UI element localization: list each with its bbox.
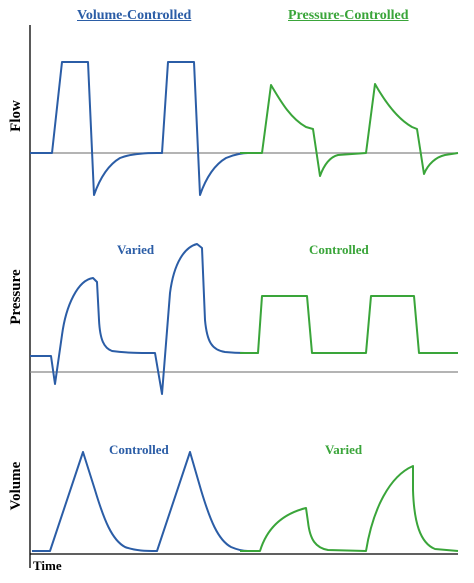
- header-pressure-controlled: Pressure-Controlled: [288, 8, 409, 23]
- pressure-volume-controlled-waveform: [30, 243, 246, 395]
- volume-volume-controlled-waveform: [32, 451, 249, 552]
- pressure-axis-label: Pressure: [8, 269, 24, 325]
- volume-axis-label: Volume: [8, 461, 24, 511]
- flow-axis-label: Flow: [8, 100, 24, 132]
- volume-controlled-note: Controlled: [109, 442, 169, 457]
- volume-pressure-controlled-waveform: [240, 465, 459, 552]
- pressure-pressure-controlled-waveform: [240, 295, 458, 354]
- time-axis-label: Time: [33, 558, 62, 573]
- flow-pressure-controlled-waveform: [240, 83, 459, 177]
- pressure-controlled-note: Controlled: [309, 242, 369, 257]
- volume-varied-note: Varied: [325, 442, 363, 457]
- header-volume-controlled: Volume-Controlled: [77, 8, 192, 23]
- pressure-varied-note: Varied: [117, 242, 155, 257]
- flow-volume-controlled-waveform: [30, 61, 249, 196]
